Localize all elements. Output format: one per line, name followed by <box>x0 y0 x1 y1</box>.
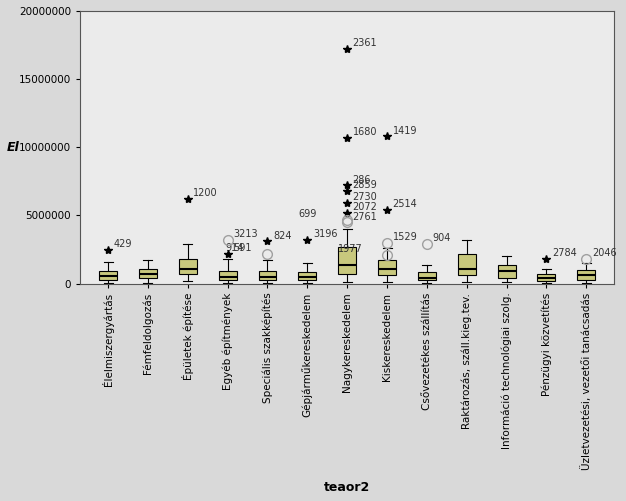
Text: 2046: 2046 <box>592 248 617 259</box>
Text: 2761: 2761 <box>352 211 377 221</box>
Text: 2784: 2784 <box>552 248 577 259</box>
Bar <box>299 272 316 280</box>
Text: 1977: 1977 <box>339 244 363 254</box>
Text: 3196: 3196 <box>313 229 337 239</box>
Text: 1680: 1680 <box>352 127 377 137</box>
Text: 591: 591 <box>233 243 252 253</box>
Bar <box>538 274 555 281</box>
Bar <box>577 270 595 280</box>
Text: 2730: 2730 <box>352 192 377 202</box>
Text: 914: 914 <box>226 243 244 253</box>
Bar <box>498 265 516 278</box>
Text: 904: 904 <box>433 233 451 243</box>
Y-axis label: El: El <box>7 141 19 154</box>
Text: 2361: 2361 <box>352 39 377 49</box>
Text: 1200: 1200 <box>193 188 218 198</box>
Bar <box>139 269 157 278</box>
Bar <box>218 272 237 280</box>
Bar <box>378 261 396 276</box>
Bar <box>418 272 436 280</box>
Text: 1529: 1529 <box>393 232 418 242</box>
Text: 286: 286 <box>352 175 371 185</box>
Bar <box>338 247 356 274</box>
Text: 2514: 2514 <box>393 199 418 209</box>
Bar <box>458 254 476 276</box>
Bar <box>259 272 277 280</box>
Text: 3213: 3213 <box>233 229 258 239</box>
Bar <box>179 259 197 274</box>
Text: 429: 429 <box>113 239 132 249</box>
Text: 1419: 1419 <box>393 126 417 136</box>
Text: 699: 699 <box>299 209 317 219</box>
Text: 2072: 2072 <box>352 202 377 212</box>
Text: 2859: 2859 <box>352 180 377 190</box>
X-axis label: teaor2: teaor2 <box>324 481 371 494</box>
Text: 824: 824 <box>273 230 292 240</box>
Bar <box>99 271 117 280</box>
